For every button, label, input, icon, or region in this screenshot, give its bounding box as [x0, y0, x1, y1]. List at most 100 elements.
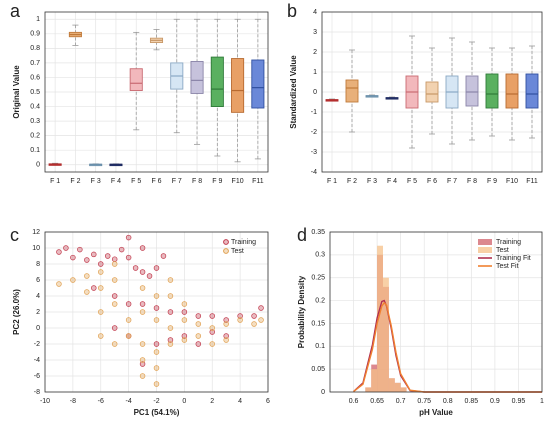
x-tick-label: F 3	[91, 178, 101, 185]
bar	[377, 245, 383, 392]
plot-frame	[329, 231, 543, 393]
y-tick-label: 2	[36, 309, 40, 316]
point	[56, 281, 62, 287]
point	[139, 361, 146, 367]
point	[97, 333, 104, 339]
x-tick-label: 4	[238, 398, 242, 405]
legend-marker	[223, 248, 229, 254]
box	[465, 75, 479, 107]
point	[160, 253, 167, 259]
panel-label: c	[10, 225, 19, 245]
x-tick-label: 0	[182, 398, 186, 405]
point	[139, 245, 146, 251]
point	[111, 341, 118, 347]
y-tick-label: 0.8	[30, 45, 40, 52]
y-tick-label: 0.15	[311, 320, 325, 327]
point	[139, 309, 146, 315]
point	[84, 257, 90, 263]
x-axis-label: PC1 (54.1%)	[134, 408, 180, 417]
point	[91, 285, 97, 291]
y-tick-label: 6	[36, 277, 40, 284]
y-tick-label: -4	[34, 357, 40, 364]
point	[153, 349, 160, 355]
legend-label: Test Fit	[496, 263, 519, 270]
x-tick-label: F 4	[111, 178, 121, 185]
box	[190, 61, 204, 94]
bar	[383, 277, 389, 392]
point	[181, 309, 188, 315]
y-tick-label: 10	[32, 245, 40, 252]
x-tick-label: F 1	[50, 178, 60, 185]
bar	[400, 387, 407, 392]
plot-frame	[44, 231, 269, 393]
point	[56, 249, 62, 255]
y-tick-label: 0.7	[30, 60, 40, 67]
y-tick-label: 8	[36, 261, 40, 268]
y-tick-label: 0.25	[311, 275, 325, 282]
y-tick-label: 0.3	[315, 252, 325, 259]
legend-label: Training	[496, 239, 521, 246]
y-tick-label: 0	[36, 162, 40, 169]
box	[210, 56, 224, 107]
legend-swatch	[478, 247, 492, 253]
y-tick-label: 0.35	[311, 229, 325, 236]
x-tick-label: F 9	[487, 178, 497, 185]
point	[125, 317, 132, 323]
x-tick-label: F 2	[347, 178, 357, 185]
y-tick-label: -8	[34, 389, 40, 396]
x-tick-label: F 8	[467, 178, 477, 185]
bar	[371, 369, 378, 392]
bar	[365, 387, 372, 392]
legend-label: Training	[231, 239, 256, 246]
point	[91, 251, 97, 258]
point	[125, 234, 132, 241]
point	[139, 301, 146, 307]
point	[237, 313, 243, 319]
y-axis-label: Original Value	[12, 65, 21, 119]
x-tick-label: 0.85	[465, 398, 479, 405]
point	[70, 277, 76, 283]
plot-frame	[321, 11, 543, 173]
point	[167, 341, 174, 347]
point	[251, 313, 257, 319]
x-tick-label: F10	[506, 178, 518, 185]
y-tick-label: 0.9	[30, 31, 40, 38]
legend-label: Training Fit	[496, 255, 531, 262]
y-tick-label: -3	[311, 149, 317, 156]
x-tick-label: 0.6	[349, 398, 359, 405]
point	[153, 305, 160, 311]
x-tick-label: F 4	[387, 178, 397, 185]
point	[167, 293, 174, 299]
point	[153, 381, 160, 387]
y-tick-label: 1	[313, 69, 317, 76]
point	[139, 341, 146, 347]
point	[181, 301, 188, 307]
y-axis-label: Standardized Value	[289, 55, 298, 129]
x-tick-label: F10	[232, 178, 244, 185]
point	[63, 245, 69, 251]
y-tick-label: 0.5	[30, 89, 40, 96]
point	[237, 317, 243, 323]
x-tick-label: F 1	[327, 178, 337, 185]
point	[167, 277, 174, 283]
y-tick-label: 0.2	[315, 297, 325, 304]
point	[223, 337, 229, 343]
point	[77, 246, 83, 253]
point	[153, 365, 160, 371]
x-tick-label: F 5	[131, 178, 141, 185]
point	[153, 293, 160, 299]
point	[139, 269, 146, 275]
point	[111, 277, 118, 283]
point	[111, 301, 118, 307]
x-tick-label: 0.8	[443, 398, 453, 405]
legend-label: Test	[231, 248, 244, 255]
box	[129, 68, 143, 91]
point	[139, 285, 146, 291]
point	[167, 325, 174, 331]
panel-label: b	[287, 1, 297, 21]
y-tick-label: 0.1	[315, 343, 325, 350]
bar	[394, 382, 401, 392]
point	[181, 333, 188, 339]
point	[195, 321, 202, 327]
y-tick-label: 4	[36, 293, 40, 300]
